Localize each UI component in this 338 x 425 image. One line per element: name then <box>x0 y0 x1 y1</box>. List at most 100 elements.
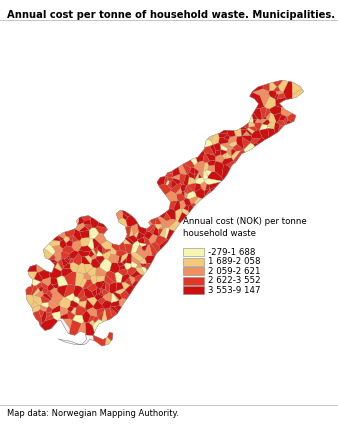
Polygon shape <box>242 131 251 136</box>
Polygon shape <box>194 168 199 175</box>
Polygon shape <box>149 225 156 234</box>
Text: Map data: Norwegian Mapping Authority.: Map data: Norwegian Mapping Authority. <box>7 409 179 418</box>
Polygon shape <box>190 167 194 175</box>
Polygon shape <box>127 267 137 276</box>
Polygon shape <box>52 284 59 289</box>
Polygon shape <box>31 286 38 295</box>
Polygon shape <box>116 282 123 291</box>
Polygon shape <box>117 262 124 266</box>
Polygon shape <box>82 257 91 264</box>
Polygon shape <box>176 193 186 201</box>
Polygon shape <box>51 305 61 313</box>
Polygon shape <box>89 320 95 326</box>
Polygon shape <box>87 307 97 317</box>
Polygon shape <box>92 319 103 332</box>
Polygon shape <box>227 130 236 137</box>
Polygon shape <box>62 246 74 254</box>
Polygon shape <box>118 256 122 263</box>
Polygon shape <box>169 201 177 210</box>
Polygon shape <box>182 191 185 197</box>
Polygon shape <box>92 289 97 297</box>
Polygon shape <box>119 298 127 307</box>
Polygon shape <box>188 177 196 185</box>
Polygon shape <box>98 298 106 305</box>
Polygon shape <box>63 264 71 269</box>
Polygon shape <box>41 318 58 331</box>
Polygon shape <box>208 172 223 181</box>
Polygon shape <box>46 306 52 312</box>
Polygon shape <box>103 250 111 259</box>
Polygon shape <box>110 282 117 294</box>
Polygon shape <box>70 262 79 272</box>
Text: Annual cost per tonne of household waste. Municipalities. 2002: Annual cost per tonne of household waste… <box>7 10 338 20</box>
Polygon shape <box>102 246 106 254</box>
Polygon shape <box>56 275 68 287</box>
Text: 3 553-9 147: 3 553-9 147 <box>208 286 261 295</box>
Polygon shape <box>220 142 230 148</box>
Polygon shape <box>52 312 61 320</box>
Polygon shape <box>205 170 212 177</box>
Polygon shape <box>103 292 112 302</box>
Polygon shape <box>166 191 177 201</box>
Polygon shape <box>53 236 61 241</box>
Polygon shape <box>143 236 150 245</box>
Polygon shape <box>266 112 271 120</box>
Polygon shape <box>95 280 105 288</box>
Polygon shape <box>149 244 157 256</box>
Polygon shape <box>205 189 211 196</box>
Polygon shape <box>65 229 75 237</box>
Polygon shape <box>132 281 139 287</box>
Polygon shape <box>168 220 180 231</box>
Polygon shape <box>131 256 140 265</box>
Polygon shape <box>203 170 208 180</box>
Polygon shape <box>204 189 210 197</box>
Polygon shape <box>178 212 187 223</box>
Polygon shape <box>106 271 116 283</box>
Bar <box>183 248 204 256</box>
Polygon shape <box>145 255 155 264</box>
Polygon shape <box>79 295 88 302</box>
Polygon shape <box>78 251 90 257</box>
Polygon shape <box>184 160 194 168</box>
Polygon shape <box>31 301 39 308</box>
Polygon shape <box>75 272 84 286</box>
Bar <box>183 286 204 294</box>
Polygon shape <box>97 250 103 256</box>
Polygon shape <box>168 181 171 189</box>
Polygon shape <box>73 297 80 304</box>
Polygon shape <box>115 272 123 282</box>
Polygon shape <box>99 259 112 272</box>
Polygon shape <box>93 300 103 310</box>
Polygon shape <box>93 238 100 248</box>
Polygon shape <box>33 311 42 326</box>
Polygon shape <box>67 311 75 320</box>
Polygon shape <box>254 123 262 130</box>
Polygon shape <box>252 113 257 120</box>
Polygon shape <box>107 332 113 341</box>
Polygon shape <box>32 279 41 286</box>
Polygon shape <box>89 250 95 258</box>
Polygon shape <box>236 136 243 150</box>
Polygon shape <box>137 223 147 235</box>
Polygon shape <box>205 153 215 161</box>
Polygon shape <box>112 244 120 251</box>
Polygon shape <box>110 263 120 273</box>
Polygon shape <box>184 205 189 211</box>
Polygon shape <box>82 310 91 323</box>
Polygon shape <box>176 188 182 194</box>
Polygon shape <box>129 227 134 237</box>
Polygon shape <box>278 80 289 92</box>
Polygon shape <box>213 143 221 151</box>
Text: Annual cost (NOK) per tonne
household waste: Annual cost (NOK) per tonne household wa… <box>183 218 307 238</box>
Polygon shape <box>119 265 126 270</box>
Polygon shape <box>46 291 53 299</box>
Polygon shape <box>41 312 46 324</box>
Polygon shape <box>268 113 276 123</box>
Polygon shape <box>72 241 81 252</box>
Polygon shape <box>158 229 163 235</box>
Polygon shape <box>111 293 118 303</box>
Polygon shape <box>167 177 173 182</box>
Polygon shape <box>209 136 214 140</box>
Polygon shape <box>108 254 117 263</box>
Polygon shape <box>66 240 73 247</box>
